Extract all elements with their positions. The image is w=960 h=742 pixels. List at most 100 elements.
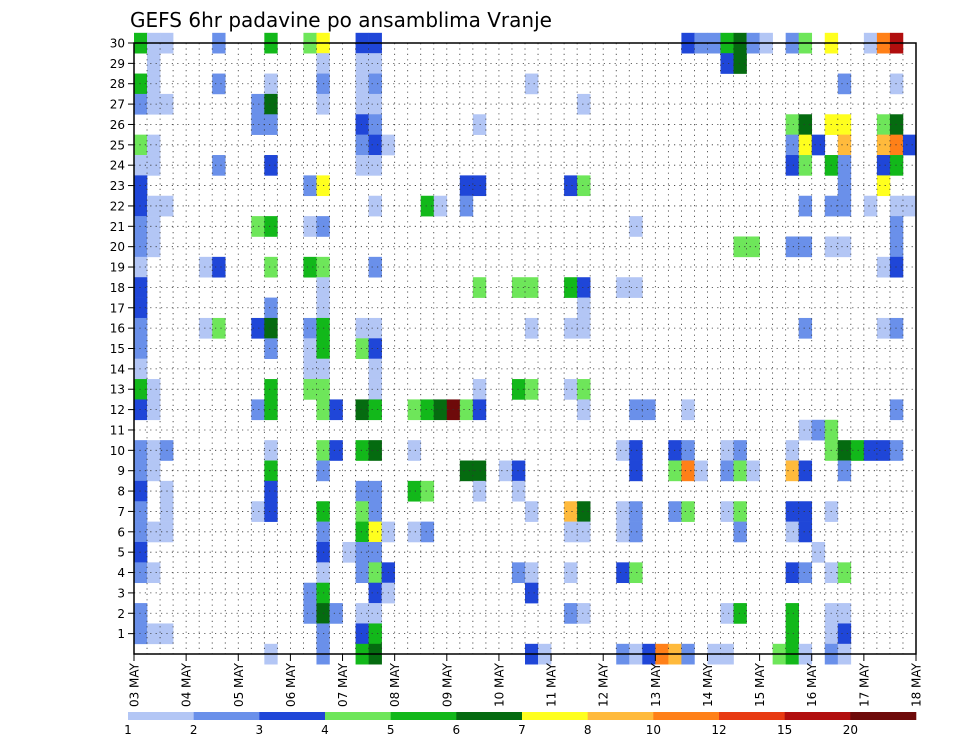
heatmap-cell bbox=[212, 73, 226, 95]
heatmap-cell bbox=[733, 521, 747, 543]
heatmap-cell bbox=[134, 277, 148, 298]
y-axis: 1234567891011121314151617181920212223242… bbox=[110, 37, 134, 641]
heatmap-cell bbox=[459, 175, 474, 197]
heatmap-cell bbox=[199, 317, 213, 339]
heatmap-cell bbox=[837, 603, 852, 624]
x-tick-label: 05 MAY bbox=[232, 662, 246, 707]
heatmap-cell bbox=[420, 195, 435, 217]
colorbar-label: 7 bbox=[518, 723, 526, 737]
heatmap-cell bbox=[147, 73, 161, 95]
heatmap-cell bbox=[264, 480, 278, 502]
heatmap-cell bbox=[472, 399, 487, 421]
x-tick-label: 11 MAY bbox=[545, 662, 559, 707]
heatmap-cell bbox=[147, 440, 161, 461]
heatmap-cell bbox=[629, 440, 643, 461]
heatmap-cell bbox=[525, 379, 539, 400]
heatmap-cell bbox=[368, 93, 382, 115]
heatmap-cell bbox=[798, 460, 813, 482]
heatmap-cell bbox=[433, 195, 448, 217]
heatmap-cell bbox=[681, 460, 695, 482]
heatmap-cell bbox=[407, 399, 422, 421]
heatmap-cell bbox=[355, 73, 369, 95]
heatmap-cell bbox=[811, 134, 826, 156]
heatmap-cell bbox=[733, 603, 747, 624]
heatmap-cell bbox=[472, 175, 487, 197]
colorbar: 1 2 3 4 5 6 7 8 10 12 15 20 bbox=[124, 712, 917, 737]
colorbar-label: 12 bbox=[711, 723, 726, 737]
y-tick-label: 20 bbox=[110, 240, 125, 254]
heatmap-cell bbox=[746, 236, 760, 258]
colorbar-swatch bbox=[456, 712, 523, 720]
heatmap-cell bbox=[134, 623, 148, 645]
heatmap-cell bbox=[134, 358, 148, 380]
heatmap-cell bbox=[134, 399, 148, 421]
heatmap-cell bbox=[577, 93, 591, 115]
heatmap-cell bbox=[264, 73, 278, 95]
heatmap-cell bbox=[355, 501, 369, 522]
heatmap-cell bbox=[147, 399, 161, 421]
colorbar-swatch bbox=[587, 712, 654, 720]
heatmap-cell bbox=[134, 73, 148, 95]
heatmap-cell bbox=[368, 521, 382, 543]
colorbar-swatch bbox=[325, 712, 391, 720]
heatmap-cell bbox=[134, 297, 148, 319]
heatmap-cell bbox=[355, 521, 369, 543]
colorbar-label: 6 bbox=[453, 723, 461, 737]
heatmap-cell bbox=[251, 114, 265, 135]
colorbar-swatch bbox=[784, 712, 851, 720]
colorbar-swatch bbox=[259, 712, 326, 720]
heatmap-cell bbox=[355, 440, 369, 461]
heatmap-cell bbox=[837, 114, 852, 135]
heatmap-cell bbox=[837, 195, 852, 217]
heatmap-cell bbox=[498, 460, 513, 482]
heatmap-cell bbox=[733, 53, 747, 74]
heatmap-cell bbox=[616, 440, 630, 461]
x-tick-label: 13 MAY bbox=[649, 662, 663, 707]
heatmap-cell bbox=[785, 440, 799, 461]
heatmap-cell bbox=[147, 93, 161, 115]
heatmap-cell bbox=[681, 399, 695, 421]
heatmap-cell bbox=[407, 480, 422, 502]
y-tick-label: 16 bbox=[110, 322, 125, 336]
colorbar-swatch bbox=[390, 712, 457, 720]
heatmap-cell bbox=[577, 175, 591, 197]
heatmap-cell bbox=[629, 521, 643, 543]
heatmap-cell bbox=[564, 175, 578, 197]
heatmap-cell bbox=[368, 155, 382, 176]
heatmap-cell bbox=[733, 460, 747, 482]
heatmap-cell bbox=[251, 501, 265, 522]
heatmap-cell bbox=[134, 603, 148, 624]
heatmap-cell bbox=[134, 93, 148, 115]
heatmap-cell bbox=[577, 521, 591, 543]
heatmap-cell bbox=[785, 623, 799, 645]
heatmap-cell bbox=[902, 134, 917, 156]
y-tick-label: 14 bbox=[110, 362, 125, 376]
heatmap-cell bbox=[681, 501, 695, 522]
y-tick-label: 15 bbox=[110, 342, 125, 356]
y-tick-label: 30 bbox=[110, 37, 125, 51]
heatmap-cell bbox=[798, 562, 813, 584]
colorbar-label: 2 bbox=[190, 723, 198, 737]
heatmap-cell bbox=[147, 53, 161, 74]
heatmap-cell bbox=[785, 603, 799, 624]
heatmap-cell bbox=[329, 399, 343, 421]
heatmap-cell bbox=[329, 603, 343, 624]
heatmap-cell bbox=[147, 216, 161, 237]
heatmap-cell bbox=[355, 114, 369, 135]
heatmap-cell bbox=[616, 562, 630, 584]
heatmap-cell bbox=[876, 134, 891, 156]
x-tick-label: 03 MAY bbox=[128, 662, 142, 707]
heatmap-cell bbox=[355, 53, 369, 74]
heatmap-cell bbox=[368, 195, 382, 217]
x-tick-label: 18 MAY bbox=[910, 662, 924, 707]
heatmap-cell bbox=[798, 155, 813, 176]
heatmap-cell bbox=[134, 195, 148, 217]
heatmap-cell bbox=[459, 195, 474, 217]
heatmap-cell bbox=[876, 175, 891, 197]
colorbar-swatch bbox=[128, 712, 194, 720]
heatmap-cell bbox=[629, 216, 643, 237]
heatmap-cell bbox=[368, 541, 382, 563]
heatmap-cell bbox=[798, 236, 813, 258]
heatmap-cell bbox=[368, 358, 382, 380]
heatmap-cell bbox=[785, 521, 799, 543]
